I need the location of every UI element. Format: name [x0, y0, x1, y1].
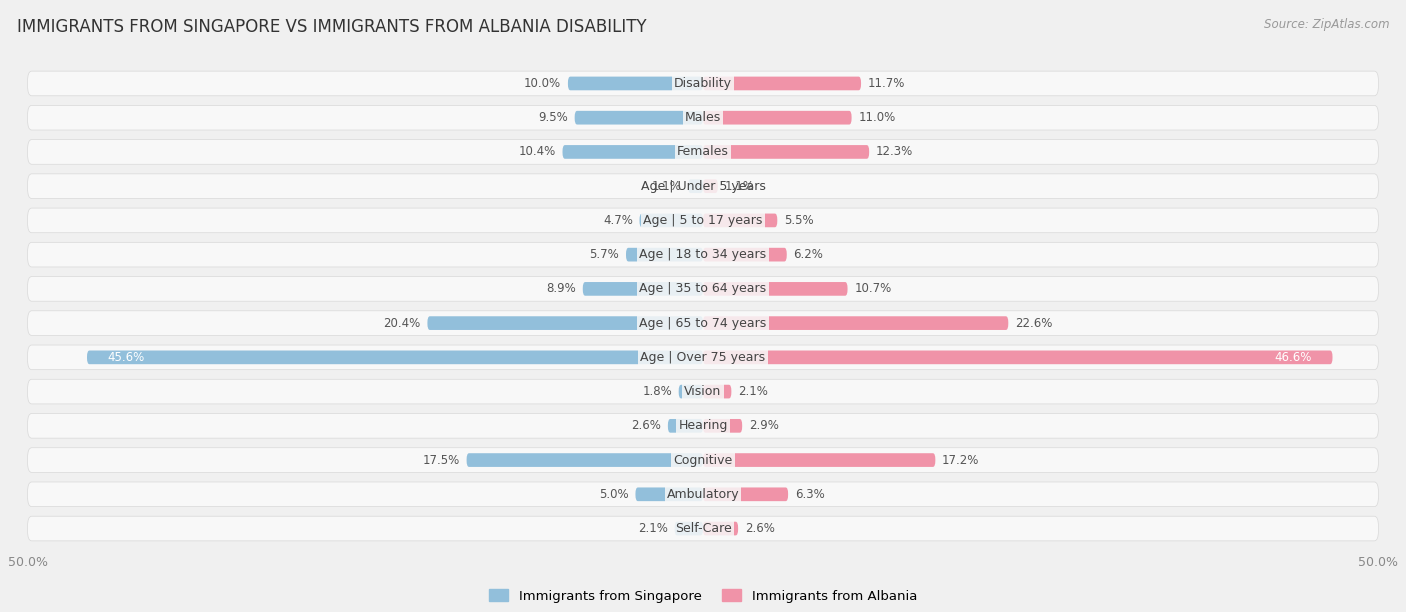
Text: 2.1%: 2.1%: [638, 522, 668, 535]
FancyBboxPatch shape: [640, 214, 703, 227]
Text: 10.0%: 10.0%: [524, 77, 561, 90]
Text: 11.0%: 11.0%: [858, 111, 896, 124]
FancyBboxPatch shape: [675, 521, 703, 536]
FancyBboxPatch shape: [28, 140, 1378, 164]
FancyBboxPatch shape: [467, 453, 703, 467]
Text: 5.7%: 5.7%: [589, 248, 619, 261]
Text: Disability: Disability: [673, 77, 733, 90]
FancyBboxPatch shape: [28, 311, 1378, 335]
Text: 46.6%: 46.6%: [1275, 351, 1312, 364]
FancyBboxPatch shape: [28, 277, 1378, 301]
FancyBboxPatch shape: [636, 488, 703, 501]
Text: Males: Males: [685, 111, 721, 124]
FancyBboxPatch shape: [703, 419, 742, 433]
FancyBboxPatch shape: [703, 521, 738, 536]
Text: Age | Over 75 years: Age | Over 75 years: [641, 351, 765, 364]
FancyBboxPatch shape: [668, 419, 703, 433]
FancyBboxPatch shape: [28, 414, 1378, 438]
Text: Age | 5 to 17 years: Age | 5 to 17 years: [644, 214, 762, 227]
FancyBboxPatch shape: [28, 105, 1378, 130]
Text: 1.1%: 1.1%: [651, 180, 682, 193]
FancyBboxPatch shape: [703, 111, 852, 124]
Text: 8.9%: 8.9%: [547, 282, 576, 296]
Text: 1.8%: 1.8%: [643, 385, 672, 398]
Text: 5.0%: 5.0%: [599, 488, 628, 501]
FancyBboxPatch shape: [703, 453, 935, 467]
FancyBboxPatch shape: [703, 248, 787, 261]
Text: Cognitive: Cognitive: [673, 453, 733, 466]
FancyBboxPatch shape: [28, 482, 1378, 507]
FancyBboxPatch shape: [575, 111, 703, 124]
FancyBboxPatch shape: [679, 385, 703, 398]
Text: 12.3%: 12.3%: [876, 146, 912, 159]
Text: Hearing: Hearing: [678, 419, 728, 432]
Text: IMMIGRANTS FROM SINGAPORE VS IMMIGRANTS FROM ALBANIA DISABILITY: IMMIGRANTS FROM SINGAPORE VS IMMIGRANTS …: [17, 18, 647, 36]
Text: Ambulatory: Ambulatory: [666, 488, 740, 501]
FancyBboxPatch shape: [703, 316, 1008, 330]
Text: Age | Under 5 years: Age | Under 5 years: [641, 180, 765, 193]
FancyBboxPatch shape: [703, 282, 848, 296]
FancyBboxPatch shape: [582, 282, 703, 296]
FancyBboxPatch shape: [703, 488, 789, 501]
FancyBboxPatch shape: [28, 448, 1378, 472]
Text: Source: ZipAtlas.com: Source: ZipAtlas.com: [1264, 18, 1389, 31]
FancyBboxPatch shape: [28, 208, 1378, 233]
Text: 2.6%: 2.6%: [745, 522, 775, 535]
Text: 1.1%: 1.1%: [724, 180, 755, 193]
FancyBboxPatch shape: [562, 145, 703, 159]
Text: Self-Care: Self-Care: [675, 522, 731, 535]
Text: Age | 35 to 64 years: Age | 35 to 64 years: [640, 282, 766, 296]
FancyBboxPatch shape: [703, 351, 1333, 364]
Text: 22.6%: 22.6%: [1015, 316, 1053, 330]
Text: 2.9%: 2.9%: [749, 419, 779, 432]
Text: 11.7%: 11.7%: [868, 77, 905, 90]
Text: 5.5%: 5.5%: [785, 214, 814, 227]
FancyBboxPatch shape: [703, 179, 718, 193]
FancyBboxPatch shape: [703, 385, 731, 398]
FancyBboxPatch shape: [568, 76, 703, 91]
Text: 20.4%: 20.4%: [384, 316, 420, 330]
FancyBboxPatch shape: [28, 516, 1378, 541]
FancyBboxPatch shape: [626, 248, 703, 261]
FancyBboxPatch shape: [28, 71, 1378, 96]
Text: 6.3%: 6.3%: [794, 488, 824, 501]
Text: 17.2%: 17.2%: [942, 453, 980, 466]
Text: Females: Females: [678, 146, 728, 159]
Text: Age | 18 to 34 years: Age | 18 to 34 years: [640, 248, 766, 261]
Text: 2.1%: 2.1%: [738, 385, 768, 398]
FancyBboxPatch shape: [87, 351, 703, 364]
Text: 2.6%: 2.6%: [631, 419, 661, 432]
Text: Vision: Vision: [685, 385, 721, 398]
Text: 10.4%: 10.4%: [519, 146, 555, 159]
Text: Age | 65 to 74 years: Age | 65 to 74 years: [640, 316, 766, 330]
Legend: Immigrants from Singapore, Immigrants from Albania: Immigrants from Singapore, Immigrants fr…: [484, 584, 922, 608]
Text: 9.5%: 9.5%: [538, 111, 568, 124]
FancyBboxPatch shape: [703, 145, 869, 159]
FancyBboxPatch shape: [703, 76, 860, 91]
FancyBboxPatch shape: [703, 214, 778, 227]
Text: 10.7%: 10.7%: [855, 282, 891, 296]
FancyBboxPatch shape: [28, 345, 1378, 370]
FancyBboxPatch shape: [28, 242, 1378, 267]
Text: 17.5%: 17.5%: [423, 453, 460, 466]
Text: 6.2%: 6.2%: [793, 248, 824, 261]
FancyBboxPatch shape: [688, 179, 703, 193]
FancyBboxPatch shape: [427, 316, 703, 330]
FancyBboxPatch shape: [28, 174, 1378, 198]
FancyBboxPatch shape: [28, 379, 1378, 404]
Text: 45.6%: 45.6%: [107, 351, 145, 364]
Text: 4.7%: 4.7%: [603, 214, 633, 227]
